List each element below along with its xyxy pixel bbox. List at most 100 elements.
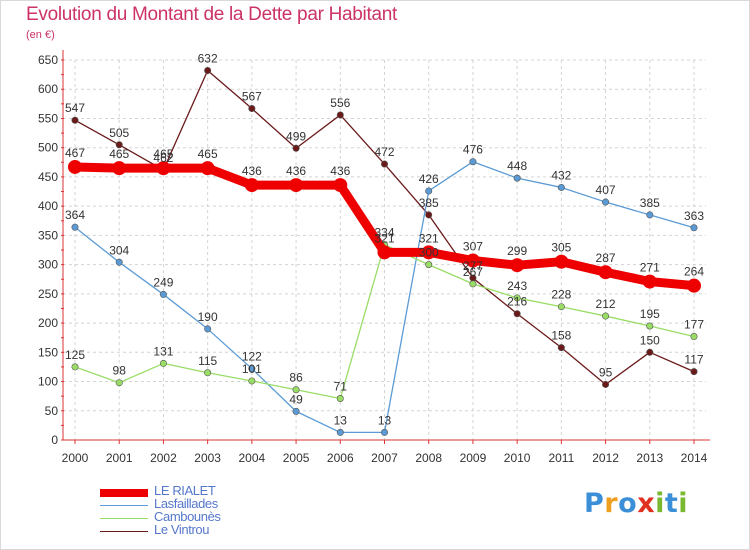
data-labels: 547 505 462 632 567 499 556 472 385 277 216 158 95 15… bbox=[65, 52, 704, 428]
data-label-lasfaillades: 13 bbox=[334, 413, 348, 427]
legend-label-lasfaillades: Lasfaillades bbox=[154, 496, 218, 511]
data-point-lasfaillades bbox=[159, 290, 167, 298]
logo-letter: i bbox=[655, 488, 665, 519]
data-label-cambounes: 212 bbox=[596, 297, 616, 311]
data-point-lasfaillades bbox=[204, 325, 212, 333]
legend-label-le-vintrou: Le Vintrou bbox=[154, 522, 210, 537]
legend-item-cambounes: Cambounès bbox=[100, 509, 300, 525]
data-point-lasfaillades bbox=[248, 365, 256, 373]
x-tick-label: 2010 bbox=[504, 451, 531, 465]
data-label-cambounes: 195 bbox=[640, 307, 660, 321]
y-tick-label: 250 bbox=[38, 287, 58, 301]
data-label-le-vintrou: 472 bbox=[374, 145, 394, 159]
y-tick-label: 100 bbox=[38, 375, 58, 389]
data-point-cambounes bbox=[336, 394, 344, 402]
logo-letter: t bbox=[664, 488, 679, 519]
data-point-lasfaillades bbox=[292, 407, 300, 415]
legend-item-lasfaillades: Lasfaillades bbox=[100, 496, 300, 512]
data-label-le-vintrou: 95 bbox=[599, 365, 613, 379]
data-label-cambounes: 101 bbox=[242, 362, 262, 376]
x-tick-label: 2005 bbox=[283, 451, 310, 465]
data-point-le-rialet bbox=[377, 245, 392, 260]
x-tick-label: 2004 bbox=[239, 451, 266, 465]
x-tick-label: 2011 bbox=[548, 451, 574, 465]
grid bbox=[63, 59, 706, 441]
data-point-lasfaillades bbox=[602, 198, 610, 206]
logo-letter: r bbox=[604, 488, 619, 519]
legend-label-le-rialet: LE RIALET bbox=[154, 483, 216, 498]
data-label-cambounes: 86 bbox=[289, 371, 303, 385]
data-point-cambounes bbox=[469, 280, 477, 288]
legend-swatch-cambounes bbox=[100, 518, 148, 519]
data-label-lasfaillades: 448 bbox=[507, 159, 527, 173]
data-label-lasfaillades: 122 bbox=[242, 350, 262, 364]
data-point-le-rialet bbox=[598, 265, 613, 280]
y-tick-label: 50 bbox=[45, 404, 59, 418]
data-label-cambounes: 177 bbox=[684, 318, 704, 332]
data-label-le-vintrou: 150 bbox=[640, 333, 660, 347]
data-point-le-rialet bbox=[465, 253, 480, 268]
data-label-cambounes: 98 bbox=[113, 364, 127, 378]
data-label-lasfaillades: 190 bbox=[198, 310, 218, 324]
logo-letter: P bbox=[584, 488, 605, 519]
data-point-le-rialet bbox=[156, 161, 171, 176]
y-tick-label: 150 bbox=[38, 345, 58, 359]
legend-swatch-lasfaillades bbox=[100, 505, 148, 506]
data-label-lasfaillades: 476 bbox=[463, 143, 483, 157]
data-label-cambounes: 71 bbox=[334, 379, 348, 393]
data-label-cambounes: 334 bbox=[374, 226, 394, 240]
data-label-le-rialet: 305 bbox=[551, 241, 571, 255]
data-point-le-vintrou bbox=[380, 160, 388, 168]
data-label-le-vintrou: 462 bbox=[153, 151, 173, 165]
data-point-cambounes bbox=[115, 379, 123, 387]
x-tick-label: 2002 bbox=[150, 451, 177, 465]
x-tick-label: 2007 bbox=[371, 451, 398, 465]
series-lines bbox=[68, 67, 701, 436]
legend: LE RIALET Lasfaillades Cambounès Le Vint… bbox=[100, 483, 300, 538]
x-tick-label: 2003 bbox=[194, 451, 221, 465]
data-label-le-rialet: 465 bbox=[153, 147, 173, 161]
data-label-le-vintrou: 216 bbox=[507, 295, 527, 309]
logo-letter: x bbox=[637, 488, 656, 519]
legend-item-le-rialet: LE RIALET bbox=[100, 483, 300, 499]
data-label-le-rialet: 271 bbox=[640, 261, 660, 275]
y-tick-label: 600 bbox=[38, 82, 58, 96]
x-tick-label: 2000 bbox=[62, 451, 89, 465]
data-point-cambounes bbox=[71, 363, 79, 371]
data-label-le-rialet: 465 bbox=[109, 147, 129, 161]
data-point-le-vintrou bbox=[513, 310, 521, 318]
data-point-cambounes bbox=[204, 369, 212, 377]
data-point-lasfaillades bbox=[513, 174, 521, 182]
data-label-le-vintrou: 505 bbox=[109, 126, 129, 140]
legend-label-cambounes: Cambounès bbox=[154, 509, 221, 524]
legend-swatch-le-rialet bbox=[100, 489, 148, 497]
data-label-le-vintrou: 117 bbox=[684, 353, 703, 367]
y-tick-label: 400 bbox=[38, 199, 58, 213]
data-label-lasfaillades: 385 bbox=[640, 196, 660, 210]
data-point-le-vintrou bbox=[336, 111, 344, 119]
data-label-le-vintrou: 547 bbox=[65, 101, 85, 115]
data-label-cambounes: 300 bbox=[419, 246, 439, 260]
data-label-le-rialet: 299 bbox=[507, 244, 527, 258]
proxiti-logo: Proxiti bbox=[584, 488, 688, 519]
data-label-le-rialet: 321 bbox=[374, 231, 394, 245]
data-point-cambounes bbox=[646, 322, 654, 330]
legend-item-le-vintrou: Le Vintrou bbox=[100, 522, 300, 538]
data-label-le-rialet: 436 bbox=[242, 164, 262, 178]
data-label-le-vintrou: 567 bbox=[242, 90, 262, 104]
data-point-lasfaillades bbox=[115, 258, 123, 266]
data-label-lasfaillades: 364 bbox=[65, 208, 85, 222]
data-label-le-rialet: 264 bbox=[684, 265, 704, 279]
data-label-le-rialet: 465 bbox=[198, 147, 218, 161]
data-point-lasfaillades bbox=[380, 428, 388, 436]
data-label-le-vintrou: 158 bbox=[551, 329, 571, 343]
data-label-lasfaillades: 432 bbox=[551, 168, 571, 182]
data-point-le-rialet bbox=[289, 178, 304, 193]
chart-subtitle: (en €) bbox=[26, 29, 55, 41]
data-point-le-rialet bbox=[687, 278, 701, 293]
data-point-lasfaillades bbox=[690, 224, 698, 232]
data-label-le-rialet: 467 bbox=[65, 146, 85, 160]
data-point-cambounes bbox=[292, 386, 300, 394]
data-label-lasfaillades: 304 bbox=[109, 243, 129, 257]
legend-swatch-le-vintrou bbox=[100, 531, 148, 532]
